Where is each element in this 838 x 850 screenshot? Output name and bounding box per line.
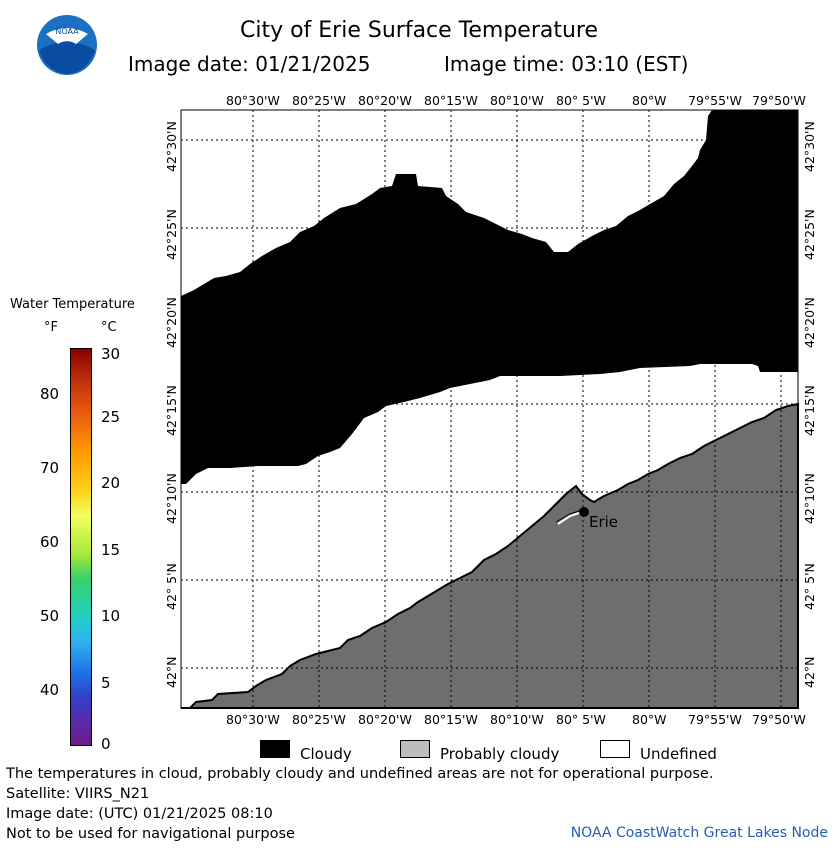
lon-label-top: 79°50'W	[752, 93, 806, 108]
lon-label-top: 80°10'W	[490, 93, 544, 108]
image-date: Image date: 01/21/2025	[128, 52, 371, 76]
map-border	[180, 109, 799, 709]
legend-label-cloudy: Cloudy	[300, 745, 352, 763]
colorbar-f-tick: 60	[40, 533, 60, 551]
lat-label-left: 42°N	[164, 656, 179, 688]
legend-swatch-undefined	[600, 740, 630, 758]
colorbar-c-tick: 10	[101, 607, 121, 625]
footer-credit: NOAA CoastWatch Great Lakes Node	[570, 825, 828, 841]
lon-label-bottom: 80°10'W	[490, 712, 544, 727]
land-probably-cloudy	[181, 402, 799, 709]
colorbar-f-tick: 80	[40, 385, 60, 403]
image-time: Image time: 03:10 (EST)	[444, 52, 689, 76]
footer-utc-date: Image date: (UTC) 01/21/2025 08:10	[6, 806, 273, 822]
temperature-colorbar	[70, 348, 92, 746]
colorbar-f-tick: 50	[40, 607, 60, 625]
cloud-region	[181, 110, 798, 484]
legend-swatch-probably-cloudy	[400, 740, 430, 758]
lat-label-left: 42°10'N	[164, 473, 179, 524]
lon-label-top: 80°20'W	[358, 93, 412, 108]
footer-note: The temperatures in cloud, probably clou…	[6, 766, 714, 782]
lat-label-right: 42°25'N	[802, 209, 817, 260]
legend-label-undefined: Undefined	[640, 745, 717, 763]
colorbar-c-tick: 15	[101, 541, 121, 559]
erie-city-label: Erie	[589, 513, 618, 531]
legend-label-probably-cloudy: Probably cloudy	[440, 745, 560, 763]
colorbar-c-tick: 5	[101, 674, 111, 692]
lat-label-left: 42°20'N	[164, 297, 179, 348]
lat-label-right: 42°20'N	[802, 297, 817, 348]
colorbar-c-tick: 25	[101, 408, 121, 426]
lat-label-right: 42°30'N	[802, 121, 817, 172]
lon-label-top: 80°25'W	[292, 93, 346, 108]
colorbar-f-tick: 70	[40, 459, 60, 477]
lon-label-bottom: 80° 5'W	[556, 712, 606, 727]
lon-label-bottom: 80°20'W	[358, 712, 412, 727]
lon-label-bottom: 79°50'W	[752, 712, 806, 727]
erie-city-marker	[579, 507, 589, 517]
footer-satellite: Satellite: VIIRS_N21	[6, 786, 150, 802]
lon-label-bottom: 80°25'W	[292, 712, 346, 727]
lat-label-left: 42°30'N	[164, 121, 179, 172]
lat-label-left: 42° 5'N	[164, 563, 179, 610]
colorbar-c-tick: 30	[101, 345, 121, 363]
lon-label-top: 79°55'W	[688, 93, 742, 108]
legend-swatch-cloudy	[260, 740, 290, 758]
lat-label-right: 42°15'N	[802, 385, 817, 436]
lat-label-right: 42°10'N	[802, 473, 817, 524]
lon-label-bottom: 80°30'W	[226, 712, 280, 727]
lat-label-right: 42° 5'N	[802, 563, 817, 610]
footer-nav-warning: Not to be used for navigational purpose	[6, 826, 295, 842]
lon-label-top: 80°W	[632, 93, 667, 108]
lon-label-top: 80°15'W	[424, 93, 478, 108]
lon-label-top: 80°30'W	[226, 93, 280, 108]
lon-label-bottom: 80°W	[632, 712, 667, 727]
lat-label-left: 42°15'N	[164, 385, 179, 436]
unit-celsius: °C	[101, 320, 117, 335]
colorbar-c-tick: 0	[101, 735, 111, 753]
lon-label-top: 80° 5'W	[556, 93, 606, 108]
colorbar-f-tick: 40	[40, 681, 60, 699]
logo-text: NOAA	[55, 27, 79, 36]
lon-label-bottom: 79°55'W	[688, 712, 742, 727]
lat-label-left: 42°25'N	[164, 209, 179, 260]
unit-fahrenheit: °F	[44, 320, 58, 335]
lat-label-right: 42°N	[802, 656, 817, 688]
erie-harbor-line	[557, 511, 583, 525]
colorbar-c-tick: 20	[101, 474, 121, 492]
noaa-logo: NOAA	[37, 15, 97, 75]
erie-harbor-outline	[555, 509, 583, 523]
colorbar-title: Water Temperature	[10, 297, 135, 312]
page-title: City of Erie Surface Temperature	[239, 18, 599, 43]
lon-label-bottom: 80°15'W	[424, 712, 478, 727]
